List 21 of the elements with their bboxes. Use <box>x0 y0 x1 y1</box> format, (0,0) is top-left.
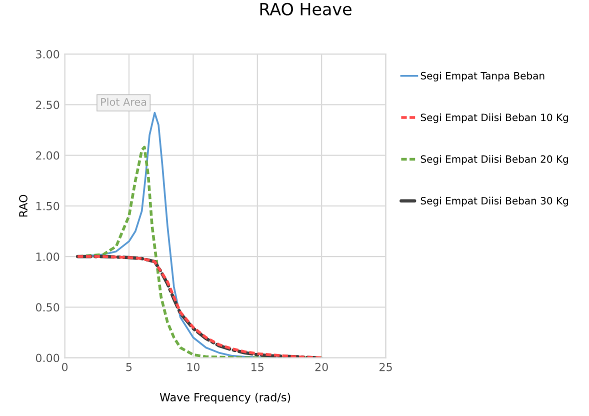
y-tick-label: 1.00 <box>36 252 60 261</box>
y-axis-title: RAO <box>19 194 28 217</box>
chart-title: RAO Heave <box>260 2 352 16</box>
legend-label: Segi Empat Tanpa Beban <box>420 72 544 82</box>
y-tick-label: 2.50 <box>36 100 60 110</box>
x-tick-label: 0 <box>62 362 68 372</box>
legend-label: Segi Empat Diisi Beban 20 Kg <box>420 155 568 165</box>
annotation: Plot Area <box>101 98 146 106</box>
legend-label: Segi Empat Diisi Beban 10 Kg <box>420 113 568 124</box>
x-axis-title: Wave Frequency (rad/s) <box>160 392 290 404</box>
y-tick-label: 1.50 <box>36 202 60 210</box>
x-tick-label: 20 <box>315 362 328 372</box>
y-tick-label: 0.50 <box>36 303 60 312</box>
x-tick-label: 15 <box>252 362 264 372</box>
x-tick-label: 5 <box>126 362 132 372</box>
y-tick-label: 3.00 <box>36 50 60 58</box>
y-tick-label: 2.00 <box>36 151 60 160</box>
legend-label: Segi Empat Diisi Beban 30 Kg <box>420 196 568 206</box>
x-tick-label: 10 <box>187 362 200 372</box>
y-tick-label: 0.00 <box>36 354 60 362</box>
x-tick-label: 25 <box>380 362 392 372</box>
